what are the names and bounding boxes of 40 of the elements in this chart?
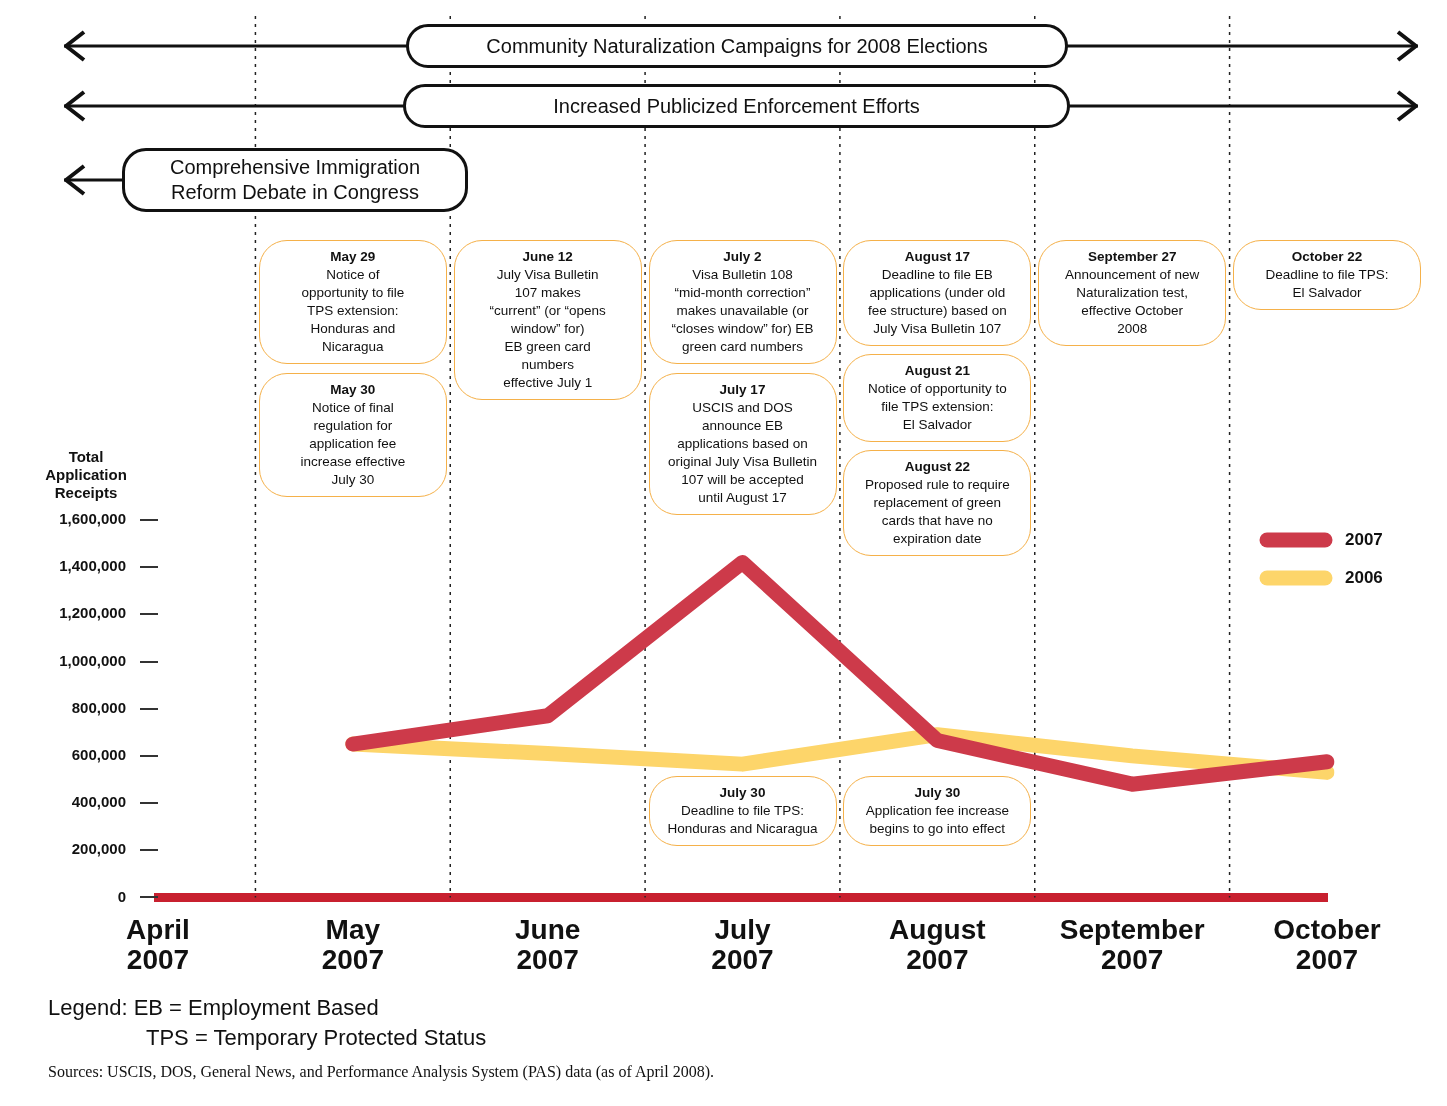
x-tick-label: August 2007	[889, 913, 986, 976]
x-tick-label: September 2007	[1059, 913, 1205, 976]
source-note: Sources: USCIS, DOS, General News, and Performance Analysis System (PAS) data (as of April 2008).	[47, 1063, 715, 1081]
annotation: July 30 Deadline to file TPS: Honduras and Nicaragua	[666, 784, 819, 838]
annotation: July 30 Application fee increase begins to go into effect	[864, 784, 1010, 838]
y-tick-label: 0	[117, 887, 126, 905]
x-tick-label: July 2007	[711, 913, 774, 976]
note-card: July 30 Deadline to file TPS: Honduras and Nicaragua	[648, 776, 837, 846]
y-tick-label: 1,000,000	[59, 651, 126, 669]
text: TPS = Temporary Protected Status	[145, 1024, 488, 1052]
legend-label: 2007	[1345, 529, 1383, 549]
y-tick-label: 600,000	[71, 746, 126, 764]
annotation: August 22 Proposed rule to require replacement of green cards that have no expiration date	[863, 458, 1011, 548]
note-card: May 29 Notice of opportunity to file TPS extension: Honduras and Nicaragua	[258, 240, 447, 364]
y-tick-label: 1,200,000	[59, 604, 126, 622]
note-card: August 17 Deadline to file EB applications (under old fee structure) based on July Visa Bulletin 107	[843, 240, 1032, 346]
note-card: May 30 Notice of final regulation for application fee increase effective July 30	[258, 373, 447, 497]
y-tick-label: 1,600,000	[59, 510, 126, 528]
banner-card: Increased Publicized Enforcement Efforts	[403, 84, 1070, 128]
note-card: July 17 USCIS and DOS announce EB applications based on original July Visa Bulletin 107 will be accepted until August 17	[648, 373, 837, 515]
note-card: September 27 Announcement of new Naturalization test, effective October 2008	[1038, 240, 1227, 346]
y-tick-label: 400,000	[71, 793, 126, 811]
y-tick-label: 200,000	[71, 840, 126, 858]
note-card: June 12 July Visa Bulletin 107 makes “current” (or “opens window” for) EB green card numbers effective July 1	[453, 240, 642, 400]
x-tick-label: June 2007	[514, 913, 581, 976]
note-card: August 22 Proposed rule to require replacement of green cards that have no expiration date	[843, 450, 1032, 556]
note-card: August 21 Notice of opportunity to file TPS extension: El Salvador	[843, 354, 1032, 442]
x-tick-label: April 2007	[126, 913, 190, 976]
banner-card: Community Naturalization Campaigns for 2008 Elections	[406, 24, 1068, 68]
note-card: July 30 Application fee increase begins to go into effect	[843, 776, 1032, 846]
y-tick-label: 800,000	[71, 698, 126, 716]
y-axis-title: Total Application Receipts	[45, 448, 127, 502]
note-card: October 22 Deadline to file TPS: El Salvador	[1233, 240, 1421, 310]
y-tick-label: 1,400,000	[59, 557, 126, 575]
x-tick-label: May 2007	[321, 913, 384, 976]
x-tick-label: October 2007	[1273, 913, 1381, 976]
legend-label: 2006	[1345, 567, 1383, 587]
text: Legend: EB = Employment Based	[48, 994, 380, 1022]
note-card: July 2 Visa Bulletin 108 “mid-month correction” makes unavailable (or “closes window” for) EB green card numbers	[648, 240, 837, 364]
banner-card: Comprehensive Immigration Reform Debate in Congress	[122, 148, 468, 212]
